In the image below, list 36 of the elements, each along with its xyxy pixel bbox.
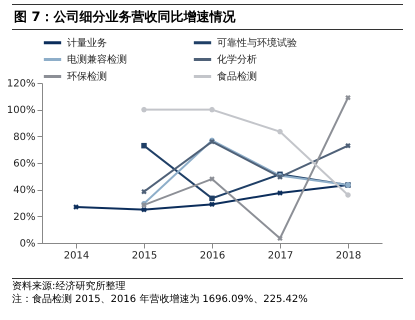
x-tick-label: 2018 bbox=[336, 250, 362, 262]
point bbox=[141, 206, 147, 212]
point bbox=[345, 192, 351, 198]
y-tick-label: 120% bbox=[6, 78, 36, 90]
y-tick-label: 20% bbox=[13, 212, 36, 223]
point bbox=[277, 236, 283, 242]
legend-label: 化学分析 bbox=[217, 54, 257, 66]
y-tick-label: 80% bbox=[13, 132, 36, 143]
legend-label: 计量业务 bbox=[67, 36, 107, 49]
text: 注：食品检测 2015、2016 年营收增速为 1696.09%、225.42% bbox=[12, 293, 309, 306]
point bbox=[209, 106, 215, 112]
point bbox=[141, 106, 147, 112]
point bbox=[209, 196, 215, 202]
x-tick-label: 2016 bbox=[200, 250, 226, 262]
point bbox=[141, 188, 147, 194]
legend-label: 食品检测 bbox=[217, 70, 257, 82]
legend-label: 可靠性与环境试验 bbox=[217, 36, 297, 49]
x-tick-label: 2014 bbox=[64, 250, 90, 262]
point bbox=[277, 128, 283, 134]
x-tick-label: 2017 bbox=[268, 250, 294, 262]
x-tick-label: 2015 bbox=[132, 250, 158, 262]
point bbox=[277, 190, 283, 196]
point bbox=[345, 142, 351, 148]
y-tick-label: 0% bbox=[20, 238, 36, 250]
chart-title: 图 7：公司细分业务营收同比增速情况 bbox=[12, 4, 403, 30]
legend-label: 环保检测 bbox=[67, 70, 107, 82]
point bbox=[209, 176, 215, 182]
point bbox=[209, 202, 215, 208]
point bbox=[345, 94, 351, 100]
y-tick-label: 100% bbox=[6, 105, 36, 116]
legend-label: 电测兼容检测 bbox=[67, 54, 127, 66]
text: 资料来源:经济研究所整理 bbox=[12, 280, 126, 293]
point bbox=[73, 204, 79, 210]
point bbox=[141, 142, 147, 148]
y-tick-label: 60% bbox=[13, 158, 36, 170]
y-tick-label: 40% bbox=[13, 185, 36, 196]
